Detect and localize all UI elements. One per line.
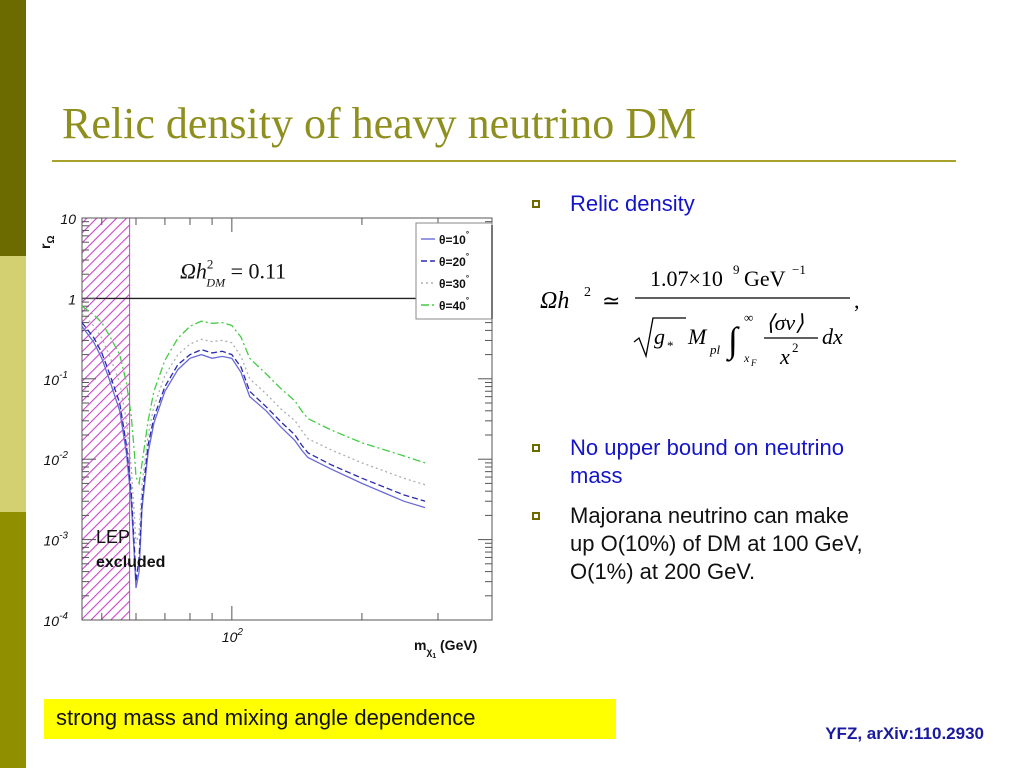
citation: YFZ, arXiv:110.2930 [825,724,984,743]
series-line-2 [81,322,426,582]
square-bullet-icon [532,444,540,452]
excluded-region [81,217,131,621]
formula-lhs: Ωh [540,288,569,314]
bullet-line: No upper bound on neutrino [570,435,844,460]
bullet-text: No upper bound on neutrino mass [570,434,844,490]
series-line-1 [81,325,426,589]
formula-num-unit: GeV [744,266,786,291]
y-tick-label: 10 [60,211,76,227]
x-tick-label: 102 [222,627,244,645]
sidebar-segment-light [0,256,26,512]
square-bullet-icon [532,512,540,520]
y-tick-label: 10-4 [44,611,69,629]
y-axis-label: rΩ [37,236,57,249]
series-line-4 [81,305,426,486]
y-tick-label: 1 [68,291,76,307]
legend-label: θ=30° [439,274,469,291]
highlight-text: strong mass and mixing angle dependence [56,705,476,730]
y-tick-label: 10-1 [44,370,68,388]
formula-approx: ≃ [602,288,620,313]
sidebar-stripe [0,0,26,768]
plot-frame [81,217,493,621]
title-divider [52,160,956,162]
formula-num-unit-exp: −1 [792,262,806,277]
integral-lower: x [743,351,750,365]
sidebar-segment-dark [0,0,26,256]
legend-label: θ=40° [439,296,469,313]
slide-title: Relic density of heavy neutrino DM [62,99,697,148]
square-bullet-icon [532,200,540,208]
integrand-den-exp: 2 [792,340,799,355]
bullet-line: O(1%) at 200 GeV. [570,559,756,584]
formula-dx: dx [822,324,843,349]
highlight-box: strong mass and mixing angle dependence [44,699,616,739]
integrand-denominator: x [779,344,790,369]
reference-annotation: Ωh2 DM = 0.11 [180,256,286,289]
bullet-text: Relic density [570,191,695,216]
formula-M-sub: pl [709,342,721,357]
formula-g-sub: * [667,338,674,353]
formula-comma: , [854,288,860,313]
integral-upper: ∞ [744,310,753,325]
formula-lhs-exp: 2 [584,285,591,300]
formula-numerator: 1.07×10 [650,266,723,291]
chart-svg: 10 1 10-1 10-2 10-3 10-4 102 mχ1 (GeV) rΩ Ωh2 DM =… [37,211,493,660]
lep-label: LEP [96,527,130,547]
formula-svg: Ωh 2 ≃ 1.07×10 9 GeV −1 , g * M pl ∫ ∞ x… [540,262,860,369]
integrand-numerator: ⟨σv⟩ [766,310,804,335]
integral-lower-sub: F [750,358,757,368]
lep-excluded-label: excluded [96,554,165,571]
sidebar-segment-mid [0,512,26,768]
bullet-text: Majorana neutrino can make up O(10%) of … [570,502,863,586]
integral-sign: ∫ [726,320,740,362]
bullet-line: mass [570,463,623,488]
y-tick-label: 10-3 [44,531,69,549]
formula-g: g [654,324,665,349]
formula-M: M [687,324,708,349]
y-tick-label: 10-2 [44,450,69,468]
formula-num-exp: 9 [733,262,740,277]
legend-label: θ=20° [439,252,469,269]
legend-label: θ=10° [439,230,469,247]
sqrt-sign [633,317,686,359]
relic-density-formula: Ωh 2 ≃ 1.07×10 9 GeV −1 , g * M pl ∫ ∞ x… [540,250,880,385]
series-line-3 [81,312,426,544]
relic-density-chart: 10 1 10-1 10-2 10-3 10-4 102 mχ1 (GeV) rΩ Ωh2 DM =… [30,205,500,665]
bullet-line: up O(10%) of DM at 100 GeV, [570,531,863,556]
bullet-line: Majorana neutrino can make [570,503,849,528]
x-axis-label: mχ1 (GeV) [414,637,477,660]
